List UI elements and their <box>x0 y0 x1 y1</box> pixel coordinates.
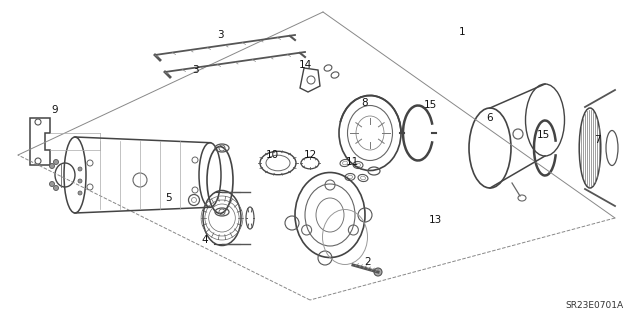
Circle shape <box>54 186 58 190</box>
Text: 8: 8 <box>362 98 368 108</box>
Text: 14: 14 <box>298 60 312 70</box>
Circle shape <box>374 268 382 276</box>
Circle shape <box>78 167 82 171</box>
Text: 12: 12 <box>303 150 317 160</box>
Circle shape <box>49 164 54 168</box>
Text: 2: 2 <box>365 257 371 267</box>
Text: 6: 6 <box>486 113 493 123</box>
Text: 11: 11 <box>346 157 358 167</box>
Text: 5: 5 <box>164 193 172 203</box>
Text: SR23E0701A: SR23E0701A <box>565 300 623 309</box>
Text: 4: 4 <box>202 235 208 245</box>
Text: 13: 13 <box>428 215 442 225</box>
Text: 15: 15 <box>424 100 436 110</box>
Text: 3: 3 <box>217 30 223 40</box>
Text: 15: 15 <box>536 130 550 140</box>
Text: 1: 1 <box>459 27 465 37</box>
Circle shape <box>78 191 82 195</box>
Text: 10: 10 <box>266 150 278 160</box>
Circle shape <box>78 179 82 183</box>
Circle shape <box>54 160 58 165</box>
Text: 7: 7 <box>594 135 600 145</box>
Circle shape <box>49 182 54 187</box>
Text: 9: 9 <box>52 105 58 115</box>
Text: 3: 3 <box>192 65 198 75</box>
